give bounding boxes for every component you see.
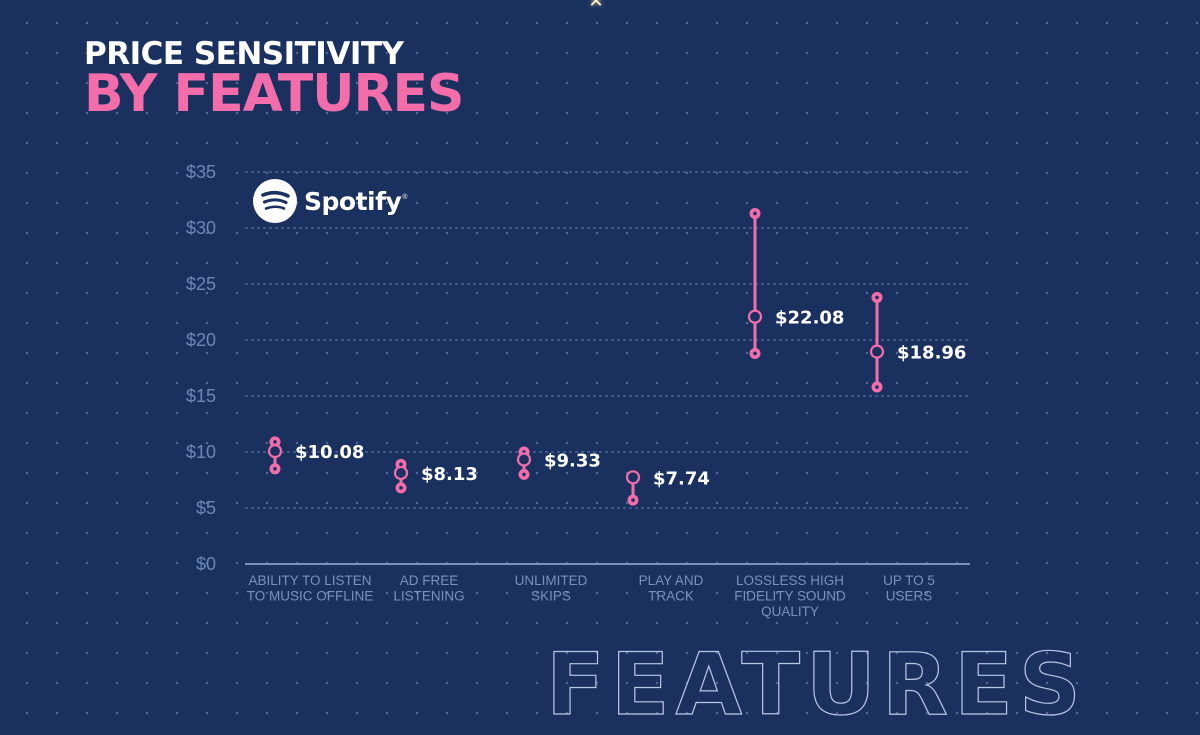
x-tick-label-line: USERS	[886, 589, 933, 604]
value-label: $10.08	[295, 442, 364, 463]
spotify-logo-icon	[253, 179, 297, 223]
range-high-marker-center	[273, 440, 277, 444]
x-tick-label-line: UNLIMITED	[515, 573, 588, 588]
x-axis-labels: ABILITY TO LISTEN TO MUSIC OFFLINE AD FREE…	[247, 573, 935, 619]
y-tick-label: $25	[186, 274, 216, 294]
gridlines	[245, 171, 970, 509]
x-tick-label-line: TO MUSIC OFFLINE	[247, 589, 374, 604]
registered-mark: ®	[402, 193, 408, 201]
features-outline-text: FEATURES	[545, 635, 1087, 735]
x-tick-label-line: TRACK	[648, 589, 694, 604]
range-low-marker-center	[631, 498, 635, 502]
x-tick-label: UNLIMITED SKIPS	[515, 573, 588, 604]
y-tick-label: $0	[196, 554, 216, 574]
x-tick-label-line: PLAY AND	[639, 573, 704, 588]
range-high-marker-center	[399, 462, 403, 467]
x-tick-label: LOSSLESS HIGH FIDELITY SOUND QUALITY	[734, 573, 846, 619]
value-labels: $10.08 $8.13 $9.33 $7.74 $22.08 $18.96	[295, 308, 966, 490]
x-tick-label-line: FIDELITY SOUND	[734, 589, 846, 604]
spotify-wordmark: Spotify	[304, 186, 402, 216]
range-high-marker-center	[875, 295, 879, 300]
title-line-1: PRICE SENSITIVITY	[84, 36, 404, 72]
range-low-marker-center	[522, 472, 526, 477]
value-label: $18.96	[897, 343, 966, 364]
x-tick-label-line: ABILITY TO LISTEN	[248, 573, 371, 588]
value-marker	[516, 452, 532, 467]
range-dot-chart: $0 $5 $10 $15 $20 $25 $30 $35 ABILITY TO LISTEN…	[186, 162, 970, 619]
value-label: $7.74	[653, 468, 710, 489]
y-tick-label: $10	[186, 442, 216, 462]
range-low-marker-center	[273, 467, 277, 471]
y-axis-ticks: $0 $5 $10 $15 $20 $25 $30 $35	[186, 162, 216, 574]
x-tick-label: AD FREE LISTENING	[393, 573, 464, 604]
title-line-2: BY FEATURES	[84, 64, 465, 124]
range-high-marker-center	[753, 211, 757, 216]
x-tick-label-line: LISTENING	[393, 589, 464, 604]
x-tick-label: UP TO 5 USERS	[883, 573, 935, 604]
value-marker	[625, 470, 641, 485]
value-marker	[267, 444, 283, 459]
y-tick-label: $5	[196, 498, 216, 518]
y-tick-label: $15	[186, 386, 216, 406]
x-tick-label-line: UP TO 5	[883, 573, 935, 588]
y-tick-label: $35	[186, 162, 216, 182]
value-marker	[747, 309, 763, 324]
value-label: $22.08	[775, 308, 844, 329]
spotify-logo: Spotify ®	[252, 178, 407, 224]
range-low-marker-center	[875, 385, 879, 389]
sparkle-icon: ✕	[588, 0, 604, 11]
value-marker	[393, 465, 409, 481]
x-tick-label-line: AD FREE	[400, 573, 459, 588]
x-tick-label-line: QUALITY	[761, 604, 819, 619]
value-label: $9.33	[544, 451, 601, 472]
x-tick-label: PLAY AND TRACK	[639, 573, 704, 604]
y-tick-label: $20	[186, 330, 216, 350]
range-low-marker-center	[753, 351, 757, 356]
x-tick-label-line: SKIPS	[531, 589, 571, 604]
value-label: $8.13	[421, 464, 478, 485]
x-tick-label-line: LOSSLESS HIGH	[736, 573, 844, 588]
range-marks	[267, 207, 885, 506]
y-tick-label: $30	[186, 218, 216, 238]
x-tick-label: ABILITY TO LISTEN TO MUSIC OFFLINE	[247, 573, 374, 604]
range-low-marker-center	[399, 486, 403, 490]
value-marker	[869, 344, 885, 359]
